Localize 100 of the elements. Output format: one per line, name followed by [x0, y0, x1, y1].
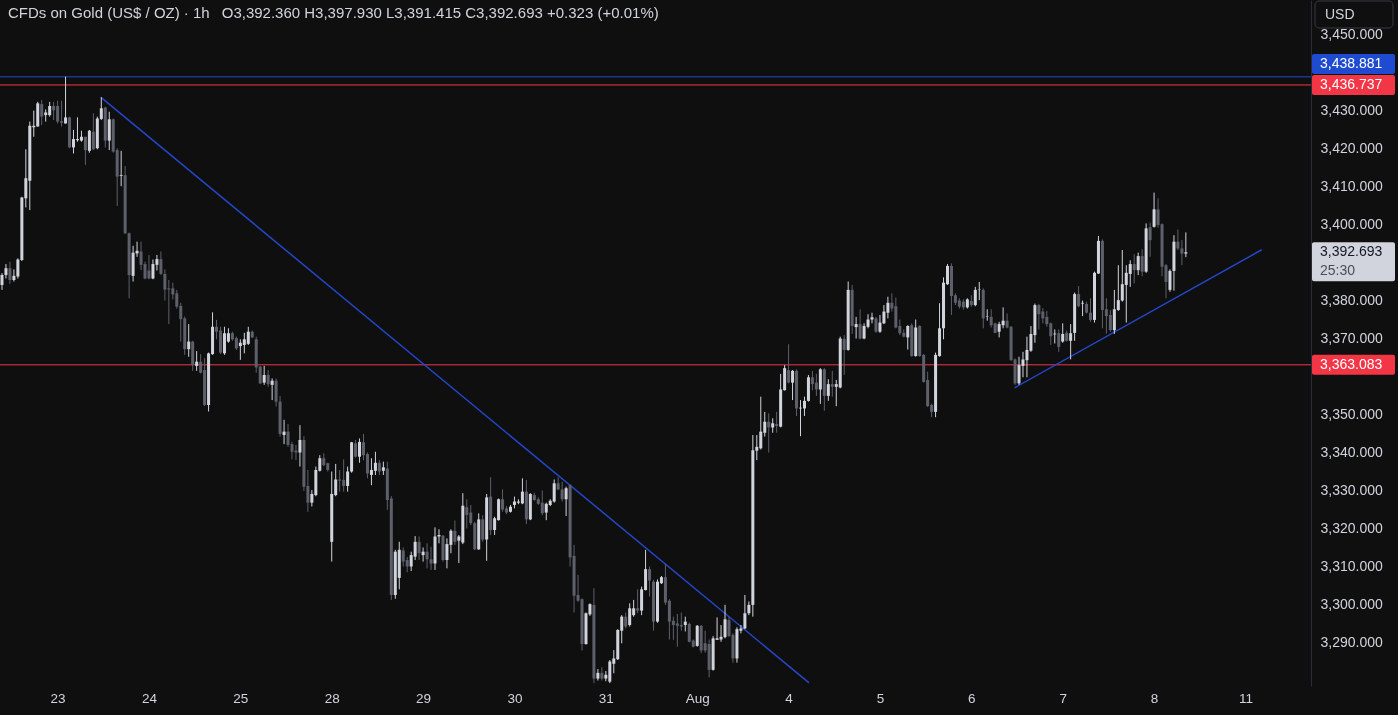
y-tick-label: 3,410.000 — [1320, 178, 1383, 195]
candlestick — [358, 437, 362, 464]
y-tick-label: 3,430.000 — [1320, 102, 1383, 119]
candlestick — [369, 457, 373, 486]
candlestick — [540, 490, 544, 516]
candlestick — [1017, 356, 1021, 386]
candlestick — [338, 469, 342, 493]
candlestick — [187, 323, 191, 358]
candlestick — [560, 481, 564, 503]
candlestick — [648, 566, 652, 598]
candlestick — [429, 546, 433, 571]
candlestick — [695, 624, 699, 648]
chart-subtitle: O3,392.360 H3,397.930 L3,391.415 C3,392.693 +0.323 (+0.01%) — [221, 4, 659, 21]
candlestick — [854, 316, 858, 340]
candlestick — [628, 602, 632, 628]
x-tick-label: 24 — [141, 690, 158, 706]
y-tick-label: 3,290.000 — [1320, 634, 1383, 650]
candlestick — [246, 326, 250, 346]
x-tick-label: 29 — [416, 690, 432, 706]
candlestick — [858, 308, 862, 340]
x-tick-label: 8 — [1150, 690, 1159, 706]
candlestick — [147, 254, 151, 280]
candlestick — [258, 365, 262, 385]
candlestick — [131, 245, 135, 283]
candlestick — [1061, 322, 1065, 344]
candlestick — [1025, 336, 1029, 378]
candlestick — [87, 129, 91, 154]
y-tick-label: 3,340.000 — [1320, 444, 1383, 461]
candlestick — [342, 458, 346, 493]
x-tick-label: 7 — [1059, 690, 1067, 706]
candlestick — [56, 100, 60, 124]
candlestick — [40, 99, 44, 126]
text: 3,392.693 — [1320, 243, 1383, 260]
x-tick-label: 31 — [598, 690, 614, 706]
x-tick-label: 28 — [324, 690, 340, 706]
candlestick — [723, 604, 727, 639]
candlestick — [417, 535, 421, 561]
candlestick — [36, 101, 40, 128]
candlestick — [1148, 222, 1152, 258]
y-axis-title: USD — [1325, 6, 1355, 22]
y-tick-label: 3,370.000 — [1320, 330, 1383, 347]
candlestick — [830, 370, 834, 398]
candlestick — [802, 396, 806, 417]
candlestick — [1132, 253, 1136, 284]
candlestick — [842, 334, 846, 376]
candlestick — [564, 486, 568, 517]
candlestick — [1089, 297, 1093, 323]
x-tick-label: 4 — [785, 690, 794, 706]
candlestick — [989, 308, 993, 329]
candlestick — [75, 116, 79, 143]
candlestick — [71, 129, 76, 154]
candlestick — [977, 281, 981, 301]
candlestick — [425, 542, 429, 569]
candlestick — [1112, 289, 1116, 335]
y-tick-label: 3,380.000 — [1320, 292, 1383, 309]
candlestick — [242, 332, 246, 354]
candlestick — [1136, 252, 1140, 276]
candlestick — [1077, 285, 1081, 308]
candlestick — [64, 76, 68, 124]
y-tick-label: 3,420.000 — [1320, 140, 1383, 157]
ref-line-label: 3,363.083 — [1320, 355, 1383, 372]
candlestick — [759, 396, 763, 450]
x-tick-label: 6 — [968, 690, 976, 706]
x-tick-label: 5 — [876, 690, 885, 706]
candlestick — [679, 611, 683, 632]
candlestick — [636, 588, 640, 614]
candlestick — [60, 100, 64, 128]
text: 25:30 — [1320, 262, 1356, 279]
candlestick — [346, 466, 350, 493]
candlestick — [91, 112, 95, 151]
candlestick — [1140, 248, 1144, 277]
candlestick — [894, 297, 898, 329]
candlestick — [675, 613, 679, 648]
candlestick — [469, 504, 473, 526]
y-tick-label: 3,400.000 — [1320, 216, 1383, 233]
candlestick — [973, 286, 977, 307]
candlestick — [818, 367, 822, 405]
candlestick — [520, 477, 524, 505]
candlestick — [294, 444, 298, 461]
chart-title: CFDs on Gold (US$ / OZ) · 1h — [8, 4, 210, 21]
candlestick — [1124, 264, 1128, 324]
candlestick — [906, 324, 910, 351]
candlestick — [238, 338, 242, 361]
candlestick — [775, 411, 779, 434]
candlestick — [1128, 259, 1132, 288]
candlestick — [83, 136, 87, 166]
candlestick — [282, 419, 286, 445]
candlestick — [222, 326, 226, 356]
candlestick — [99, 96, 103, 121]
candlestick — [806, 374, 810, 403]
candlestick — [870, 312, 874, 324]
candlestick — [191, 340, 195, 372]
candlestick — [453, 520, 457, 546]
candlestick — [373, 451, 377, 476]
candlestick — [262, 365, 266, 386]
candlestick — [8, 261, 12, 285]
candlestick — [791, 369, 795, 401]
ref-line-label: 3,438.881 — [1320, 54, 1383, 71]
candlestick — [600, 666, 604, 681]
y-tick-label: 3,350.000 — [1320, 406, 1383, 423]
